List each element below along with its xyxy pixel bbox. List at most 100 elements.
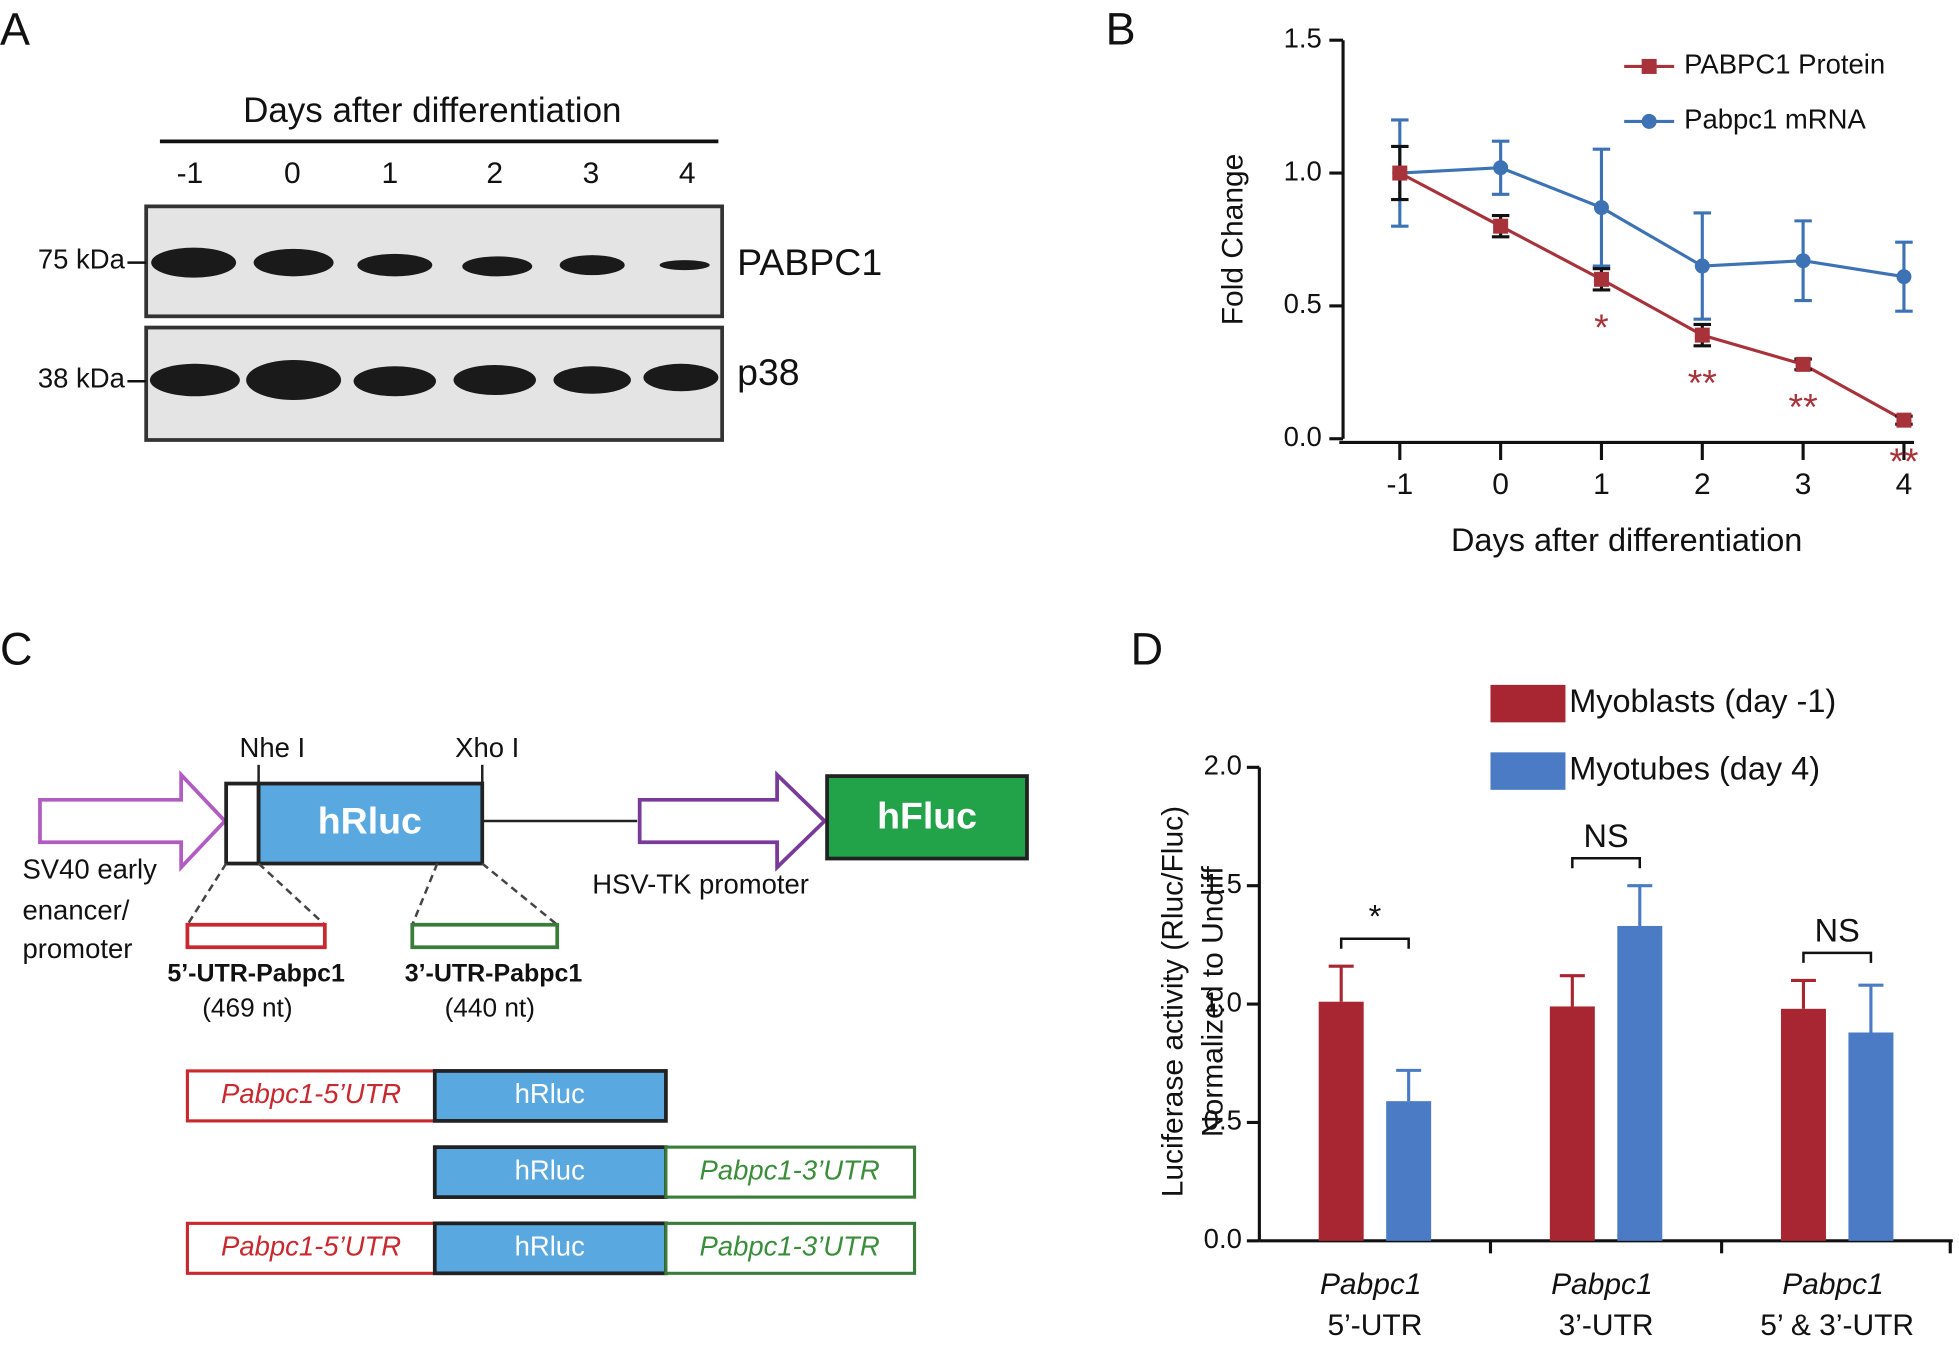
y-tick-label: 2.0: [1204, 750, 1242, 781]
legend-label: Myotubes (day 4): [1569, 751, 1820, 787]
lane-label: 0: [284, 157, 301, 190]
y-axis-label: Luciferase activity (Rluc/Fluc): [1156, 806, 1189, 1197]
promoter-label: SV40 early: [22, 853, 157, 884]
utr-length: (440 nt): [445, 993, 535, 1023]
promoter-label: HSV-TK promoter: [592, 868, 809, 899]
y-tick-label: 1.5: [1284, 22, 1322, 53]
size-marker: 75 kDa: [38, 244, 126, 275]
segment-label: Pabpc1-5’UTR: [221, 1078, 401, 1109]
x-tick-label: 3: [1795, 468, 1812, 501]
point: [1493, 218, 1509, 234]
significance: *: [1594, 306, 1609, 348]
significance-bracket: [1802, 951, 1873, 963]
bar: [1617, 925, 1663, 1241]
segment-label: Pabpc1-3’UTR: [700, 1154, 880, 1185]
legend-swatch: [1490, 752, 1566, 790]
utr-label: 3’-UTR-Pabpc1: [405, 959, 583, 987]
point: [1593, 200, 1609, 216]
y-tick-label: 0.5: [1284, 288, 1322, 319]
bands: [149, 247, 719, 401]
panel-label: D: [1131, 623, 1163, 674]
hrluc-segment: [432, 1145, 668, 1199]
utr5-segment: [185, 1069, 437, 1123]
significance: NS: [1815, 913, 1860, 949]
x-tick-label: Pabpc1 5’-UTR: [1320, 1268, 1430, 1342]
point: [1795, 253, 1811, 269]
lane-label: 1: [381, 157, 398, 190]
promoter-label: enancer/: [22, 895, 129, 926]
utr-box: [410, 922, 560, 950]
x-tick-label: 1: [1593, 468, 1610, 501]
legend-label: Myoblasts (day -1): [1569, 683, 1836, 719]
panel-label: C: [0, 623, 32, 674]
x-tick-label: -1: [1386, 468, 1413, 501]
utr-box: [224, 781, 261, 866]
segment-label: Pabpc1-3’UTR: [700, 1231, 880, 1262]
x-tick-label: 2: [1694, 468, 1711, 501]
panel-label: A: [0, 4, 30, 55]
significance: **: [1688, 362, 1717, 404]
promoter-arrow: [38, 770, 228, 872]
western-blot: Days after differentiation -1 0 1 2 3 4 …: [38, 91, 882, 442]
lane-label: 3: [583, 157, 600, 190]
legend-marker: [1641, 113, 1657, 129]
series-line: [1399, 171, 1905, 422]
utr-label: 5’-UTR-Pabpc1: [167, 959, 345, 987]
segment-label: hRluc: [515, 1231, 585, 1262]
utr-length: (469 nt): [202, 993, 292, 1023]
lane-label: -1: [177, 157, 204, 190]
zoom-lines: [186, 862, 559, 926]
bar: [1318, 1001, 1364, 1241]
point: [1493, 160, 1509, 176]
x-tick-label: 4: [1896, 468, 1913, 501]
blot-title: Days after differentiation: [243, 91, 621, 130]
bar: [1780, 1008, 1826, 1241]
y-tick-label: 1.0: [1284, 155, 1322, 186]
point: [1694, 327, 1710, 343]
protein-label: PABPC1: [737, 241, 882, 283]
utr-box: [185, 922, 327, 950]
legend-swatch: [1490, 684, 1566, 723]
y-tick-label: 0.0: [1204, 1223, 1242, 1254]
y-tick-label: 1.5: [1204, 868, 1242, 899]
utr3-segment: [664, 1145, 917, 1199]
lane-label: 2: [486, 157, 503, 190]
segment-label: hRluc: [515, 1154, 585, 1185]
point: [1896, 269, 1912, 285]
point: [1694, 258, 1710, 274]
series-line: [1399, 166, 1905, 279]
significance: *: [1369, 898, 1382, 934]
x-tick-label: Pabpc1 5’ & 3’-UTR: [1760, 1268, 1914, 1342]
lane-label: 4: [679, 157, 696, 190]
segment-label: hRluc: [515, 1078, 585, 1109]
y-tick-label: 0.5: [1204, 1105, 1242, 1136]
significance-bracket: [1339, 937, 1410, 949]
gene-label: hFluc: [877, 794, 977, 836]
y-axis-label: Fold Change: [1216, 154, 1249, 326]
promoter-label: promoter: [22, 933, 132, 964]
site-label: Xho I: [455, 732, 519, 763]
point: [1795, 356, 1811, 372]
hrluc-segment: [432, 1221, 668, 1276]
significance: **: [1789, 386, 1818, 428]
size-marker: 38 kDa: [38, 362, 126, 393]
utr3-segment: [664, 1221, 917, 1275]
y-tick-label: 1.0: [1204, 986, 1242, 1017]
gene-box: [256, 781, 485, 866]
hrluc-segment: [432, 1069, 668, 1123]
segment-label: Pabpc1-5’UTR: [221, 1231, 401, 1262]
bar: [1386, 1101, 1432, 1241]
protein-label: p38: [737, 351, 800, 393]
blot-membrane: [144, 204, 725, 319]
panel-label: B: [1106, 4, 1136, 55]
bar: [1848, 1032, 1894, 1241]
point: [1593, 271, 1609, 287]
x-tick-label: 0: [1492, 468, 1509, 501]
y-tick-label: 0.0: [1284, 421, 1322, 452]
construct-diagram: hRluc Nhe I Xho I hFluc SV40 early enanc…: [22, 732, 1029, 1276]
significance: NS: [1584, 818, 1629, 854]
x-tick-label: Pabpc1 3’-UTR: [1551, 1268, 1661, 1342]
significance: **: [1889, 440, 1918, 482]
legend-label: PABPC1 Protein: [1684, 49, 1885, 80]
